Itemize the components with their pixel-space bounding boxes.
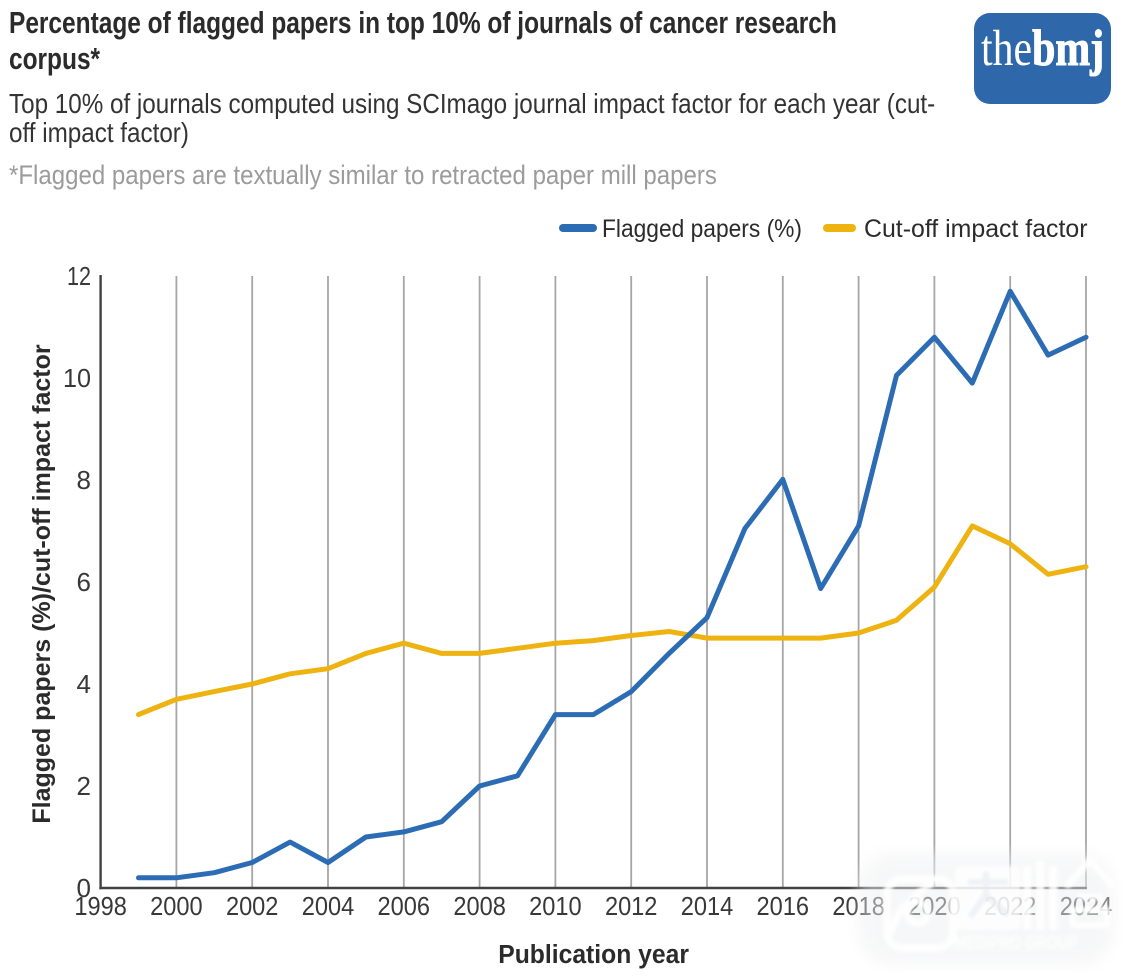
svg-text:MEDIPRO GROUP: MEDIPRO GROUP [954, 933, 1078, 954]
svg-text:2002: 2002 [226, 891, 279, 921]
svg-text:8: 8 [77, 465, 91, 495]
svg-text:2012: 2012 [605, 891, 658, 921]
svg-text:0: 0 [77, 873, 91, 903]
svg-text:1998: 1998 [74, 891, 127, 921]
svg-text:Flagged papers (%)/cut-off imp: Flagged papers (%)/cut-off impact factor [28, 344, 56, 823]
svg-text:6: 6 [77, 567, 91, 597]
svg-text:12: 12 [67, 261, 91, 291]
svg-text:Publication year: Publication year [498, 940, 689, 969]
svg-text:2016: 2016 [757, 891, 810, 921]
svg-text:2000: 2000 [150, 891, 203, 921]
svg-text:2: 2 [77, 771, 91, 801]
svg-text:2008: 2008 [453, 891, 506, 921]
svg-text:10: 10 [63, 363, 91, 393]
svg-text:2010: 2010 [529, 891, 582, 921]
svg-text:2004: 2004 [302, 891, 355, 921]
svg-text:2006: 2006 [378, 891, 431, 921]
svg-text:4: 4 [77, 669, 91, 699]
svg-text:2014: 2014 [681, 891, 734, 921]
